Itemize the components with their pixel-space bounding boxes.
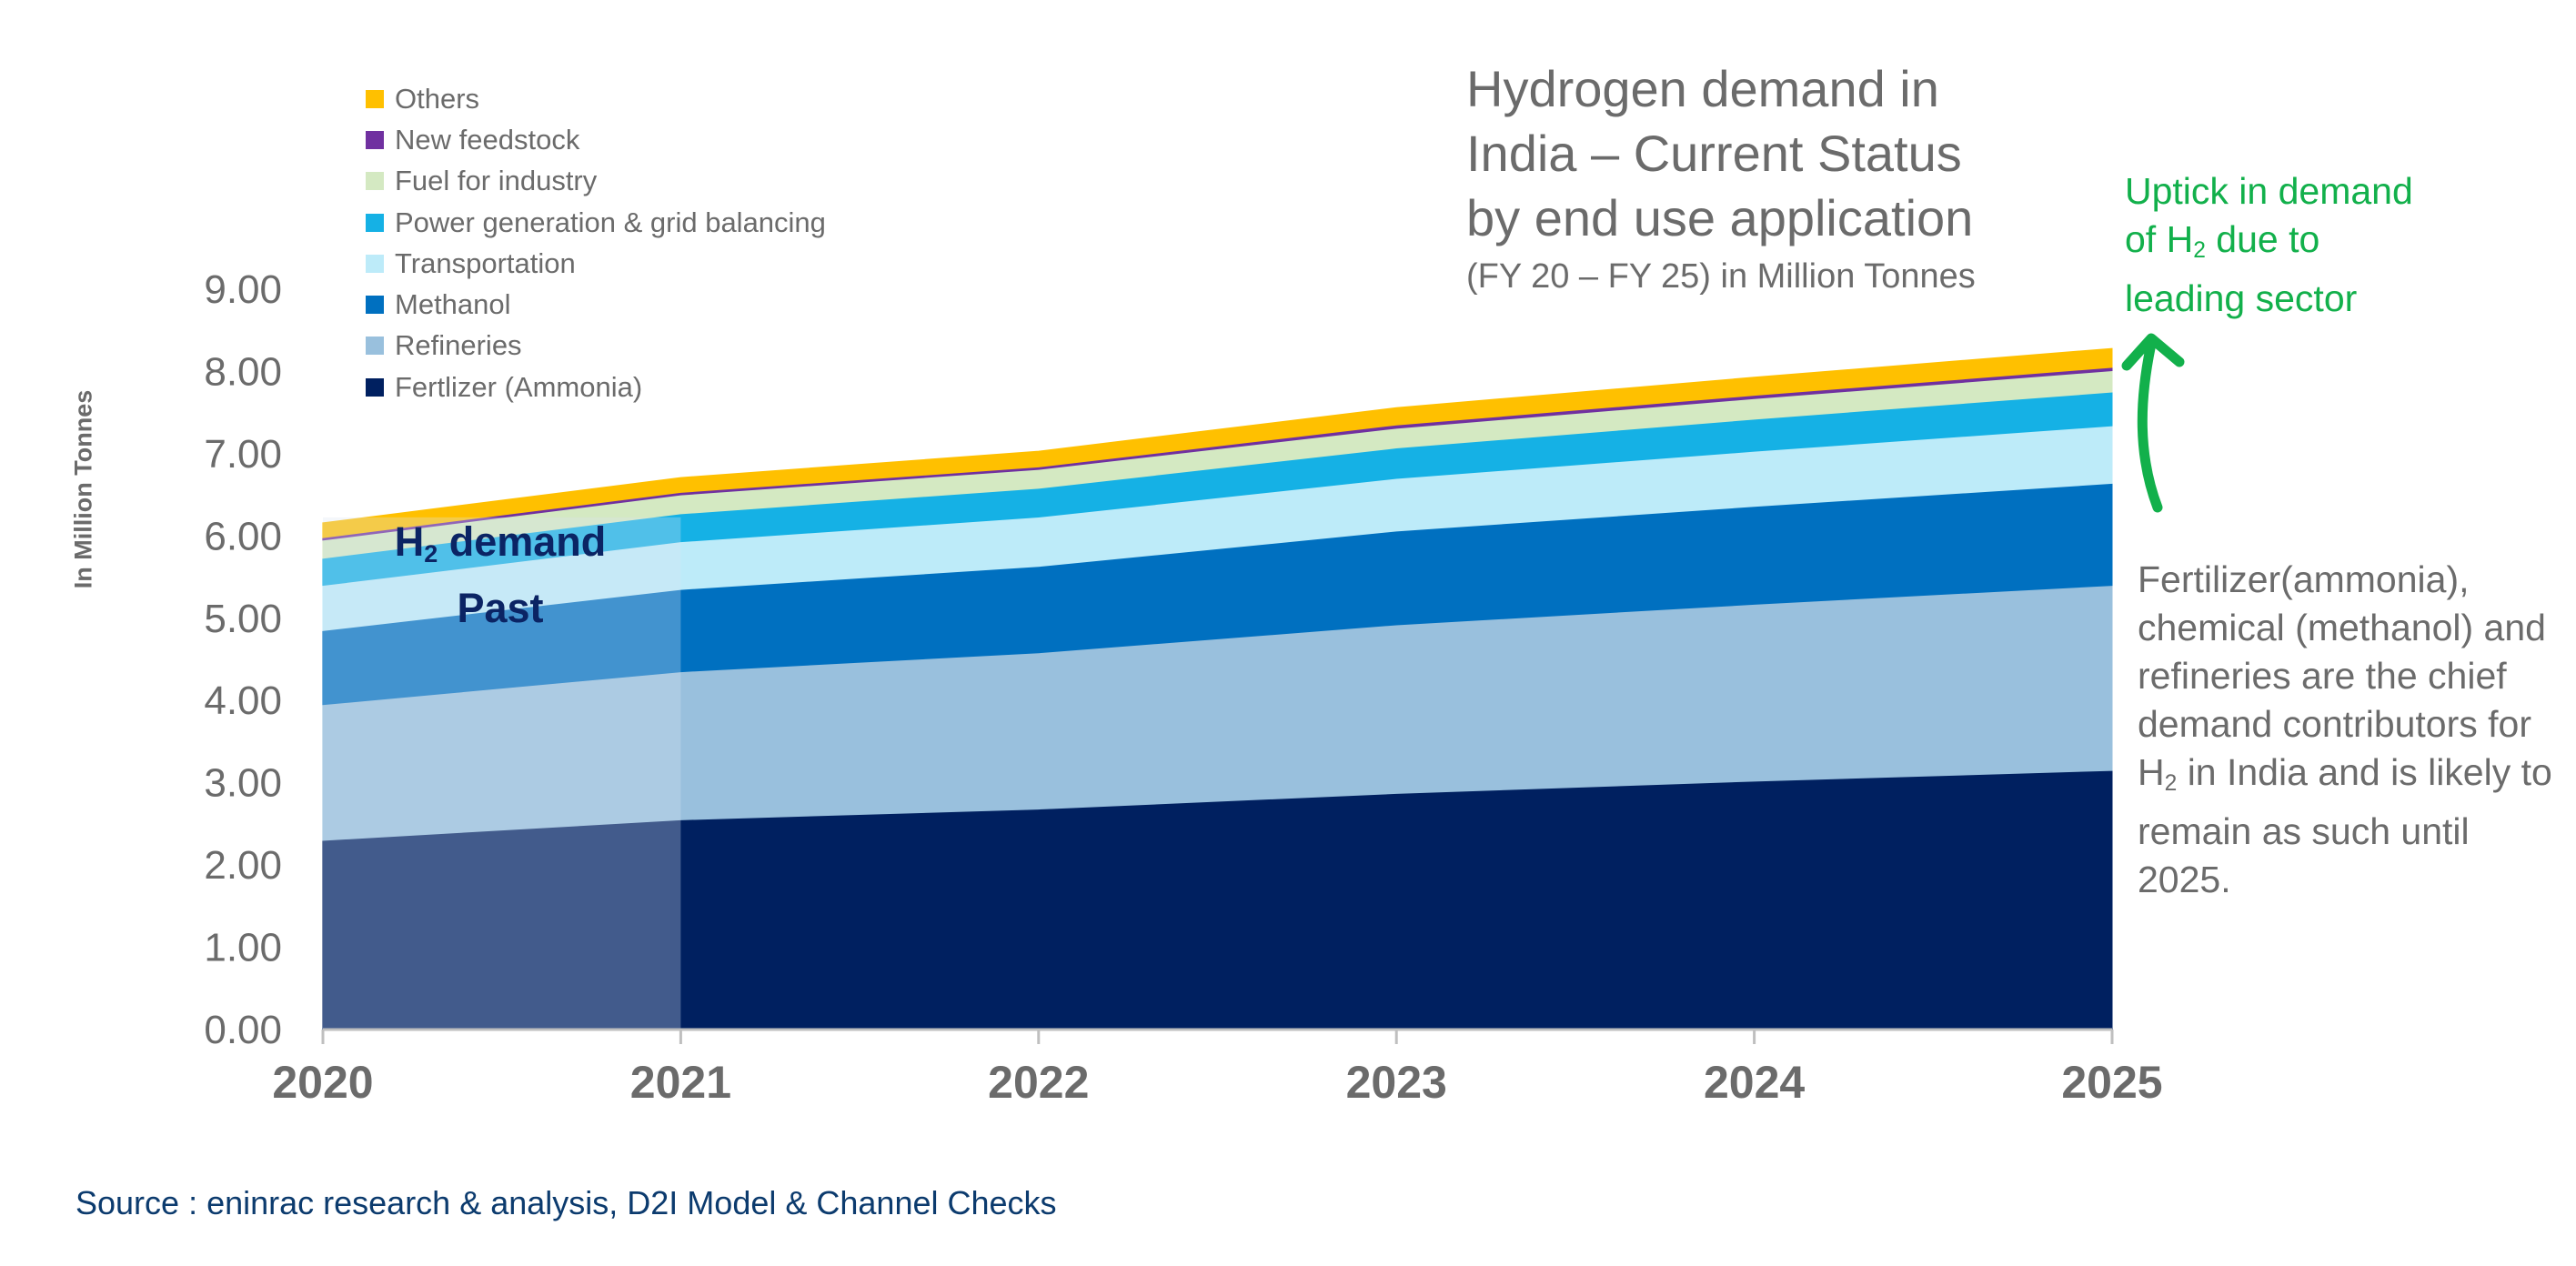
title-line-1: Hydrogen demand in bbox=[1466, 60, 1939, 117]
x-tick-label: 2021 bbox=[630, 1057, 731, 1108]
legend-swatch bbox=[366, 130, 384, 149]
axes-group: 2020 2021 2022 2023 2024 2025 0.00 1.00 2.00 3.00… bbox=[204, 267, 2162, 1108]
y-axis-label: In Million Tonnes bbox=[69, 389, 97, 589]
legend-item-fuel-for-industry: Fuel for industry bbox=[366, 161, 826, 202]
x-tick-label: 2025 bbox=[2061, 1057, 2162, 1108]
x-tick-label: 2020 bbox=[272, 1057, 373, 1108]
y-tick-label: 9.00 bbox=[204, 267, 282, 312]
uptick-annotation: Uptick in demand of H2 due to leading se… bbox=[2125, 167, 2413, 323]
title-line-2: India – Current Status bbox=[1466, 125, 1962, 182]
x-tick-label: 2023 bbox=[1346, 1057, 1447, 1108]
legend-item-refineries: Refineries bbox=[366, 326, 826, 367]
legend-item-others: Others bbox=[366, 78, 826, 119]
past-overlay bbox=[323, 517, 681, 1030]
x-tick-label: 2022 bbox=[988, 1057, 1089, 1108]
y-tick-label: 8.00 bbox=[204, 349, 282, 394]
legend-label: Fertlizer (Ammonia) bbox=[395, 370, 643, 403]
legend-swatch bbox=[366, 89, 384, 108]
chart-title-block: Hydrogen demand in India – Current Statu… bbox=[1466, 56, 1976, 299]
legend-label: New feedstock bbox=[395, 123, 580, 156]
uptick-line-2: of H2 due to bbox=[2125, 216, 2413, 275]
past-label-rest: demand bbox=[438, 518, 607, 565]
past-label-line-1: H2 demand bbox=[377, 515, 623, 581]
legend-label: Refineries bbox=[395, 329, 522, 362]
y-tick-label: 5.00 bbox=[204, 597, 282, 641]
x-tick-label: 2024 bbox=[1704, 1057, 1805, 1108]
source-note: Source : eninrac research & analysis, D2… bbox=[75, 1184, 1057, 1221]
legend-item-fertlizer-ammonia: Fertlizer (Ammonia) bbox=[366, 367, 826, 407]
legend-label: Power generation & grid balancing bbox=[395, 206, 826, 238]
past-label-main: H bbox=[394, 518, 425, 565]
y-tick-label: 3.00 bbox=[204, 761, 282, 806]
legend-item-methanol: Methanol bbox=[366, 284, 826, 325]
past-label-sub: 2 bbox=[424, 539, 438, 568]
note-text-post: in India and is likely to remain as such… bbox=[2138, 751, 2552, 901]
legend-item-transportation: Transportation bbox=[366, 243, 826, 284]
past-label-line-2: Past bbox=[457, 584, 544, 631]
y-tick-label: 0.00 bbox=[204, 1008, 282, 1052]
uptick-line-1: Uptick in demand bbox=[2125, 170, 2413, 212]
legend-swatch bbox=[366, 254, 384, 273]
y-tick-label: 2.00 bbox=[204, 843, 282, 888]
note-text-sub: 2 bbox=[2164, 771, 2178, 797]
legend-swatch bbox=[366, 172, 384, 191]
uptick-text-post: due to bbox=[2205, 218, 2320, 260]
past-demand-label: H2 demand Past bbox=[377, 515, 623, 635]
area-series-group bbox=[322, 347, 2113, 1030]
legend-label: Methanol bbox=[395, 288, 511, 321]
legend-item-new-feedstock: New feedstock bbox=[366, 119, 826, 160]
uptick-line-3: leading sector bbox=[2125, 277, 2358, 320]
uptick-text-sub: 2 bbox=[2193, 238, 2206, 264]
y-tick-label: 4.00 bbox=[204, 678, 282, 723]
area-others bbox=[322, 347, 2113, 538]
legend-label: Transportation bbox=[395, 246, 576, 279]
legend-swatch bbox=[366, 213, 384, 232]
legend-swatch bbox=[366, 377, 384, 397]
chart-subtitle: (FY 20 – FY 25) in Million Tonnes bbox=[1466, 257, 1976, 296]
y-tick-label: 7.00 bbox=[204, 432, 282, 477]
note-text-pre: Fertilizer(ammonia), chemical (methanol)… bbox=[2138, 558, 2546, 793]
uptick-arrow-icon bbox=[2121, 333, 2185, 513]
uptick-text-pre: of H bbox=[2125, 218, 2194, 260]
chart-legend: Others New feedstock Fuel for industry Powe… bbox=[366, 78, 826, 407]
y-tick-label: 1.00 bbox=[204, 926, 282, 970]
side-note: Fertilizer(ammonia), chemical (methanol)… bbox=[2138, 556, 2565, 904]
legend-label: Fuel for industry bbox=[395, 165, 598, 197]
legend-item-power-generation-grid-balancing: Power generation & grid balancing bbox=[366, 202, 826, 243]
legend-label: Others bbox=[395, 82, 480, 115]
title-line-3: by end use application bbox=[1466, 189, 1974, 246]
legend-swatch bbox=[366, 337, 384, 356]
legend-swatch bbox=[366, 296, 384, 315]
y-tick-label: 6.00 bbox=[204, 514, 282, 558]
